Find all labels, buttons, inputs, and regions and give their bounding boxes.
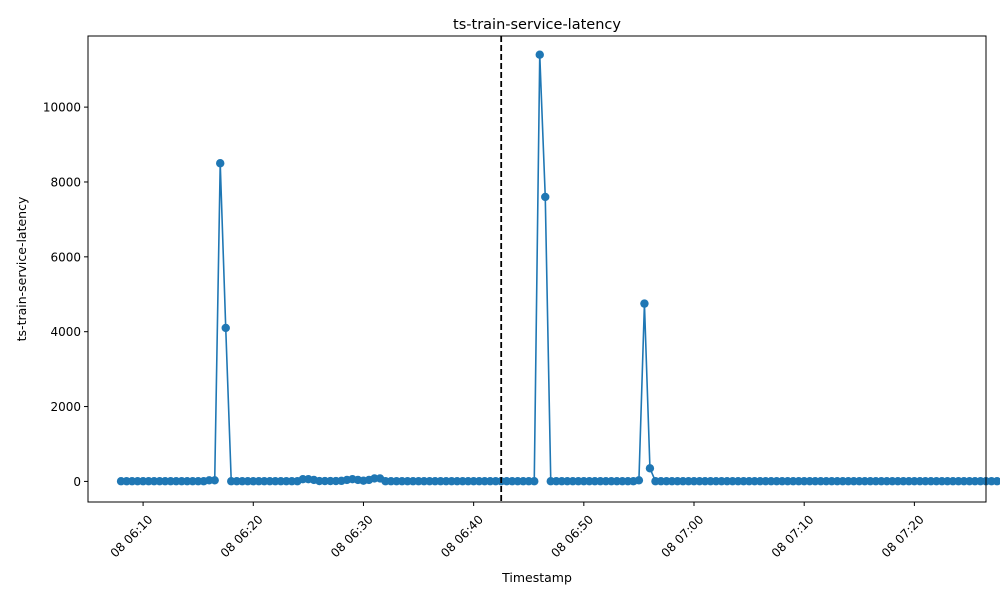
data-point xyxy=(210,476,219,485)
data-point xyxy=(992,477,1000,486)
data-point xyxy=(645,464,655,473)
data-point xyxy=(535,50,544,59)
x-tick-label: 08 06:40 xyxy=(438,512,486,560)
data-point xyxy=(634,476,644,485)
series-layer xyxy=(116,50,1000,486)
y-tick-label: 10000 xyxy=(43,101,81,115)
x-tick-label: 08 06:30 xyxy=(328,512,376,560)
x-tick-label: 08 07:10 xyxy=(769,512,817,560)
y-tick-label: 2000 xyxy=(50,400,81,414)
y-axis: 0 2000 4000 6000 8000 10000 xyxy=(43,101,88,489)
y-tick-label: 6000 xyxy=(50,250,81,264)
plot-area xyxy=(87,35,1000,503)
data-point xyxy=(221,323,230,333)
y-tick-label: 8000 xyxy=(50,175,81,189)
y-tick-label: 4000 xyxy=(50,325,81,339)
series-line xyxy=(121,53,1000,483)
x-tick-label: 08 06:20 xyxy=(218,512,266,560)
x-tick-label: 08 07:00 xyxy=(659,512,707,560)
x-tick-label: 08 06:10 xyxy=(108,512,156,560)
data-point xyxy=(541,192,550,202)
data-point xyxy=(530,477,539,486)
x-axis: 08 06:10 08 06:20 08 06:30 08 06:40 08 06:50… xyxy=(108,502,927,560)
y-axis-label: ts-train-service-latency xyxy=(14,196,29,341)
x-axis-label: Timestamp xyxy=(501,570,572,585)
x-tick-label: 08 07:20 xyxy=(879,512,927,560)
y-tick-label: 0 xyxy=(73,475,81,489)
data-point xyxy=(216,159,225,168)
chart-title: ts-train-service-latency xyxy=(453,17,621,33)
plot-frame xyxy=(87,35,987,503)
x-tick-label: 08 06:50 xyxy=(548,512,596,560)
data-point xyxy=(640,299,649,308)
